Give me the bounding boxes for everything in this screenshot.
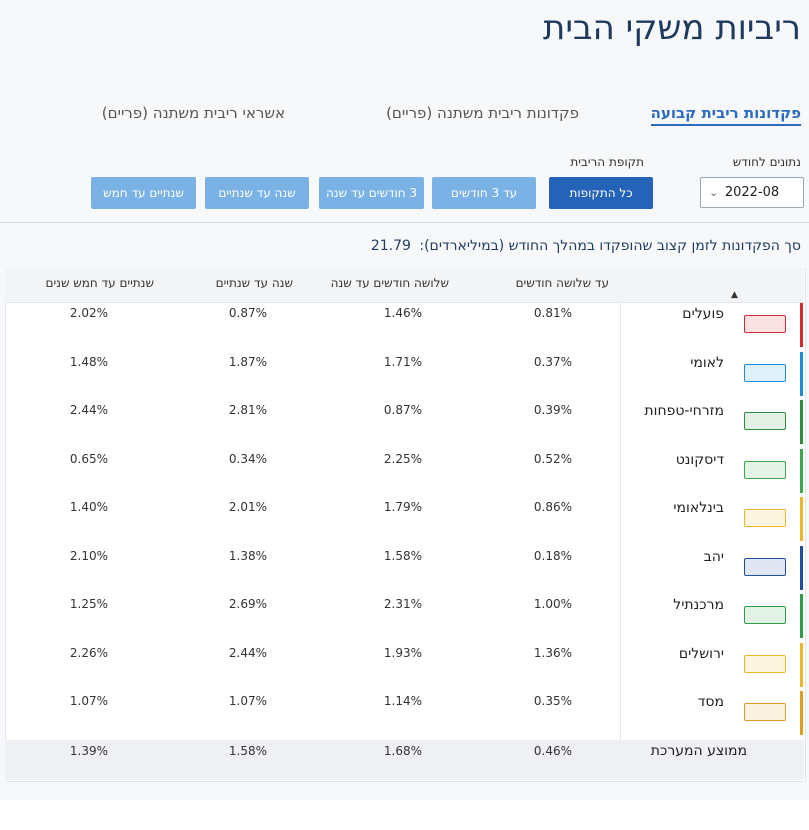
average-row [5,740,804,780]
period-button-up-to-3-months[interactable]: עד 3 חודשים [432,177,536,209]
rate-cell: 1.00% [533,597,572,611]
bank-name: מסד [697,694,724,710]
bank-name: יהב [703,548,724,565]
table-header [5,268,804,303]
bank-color-bar [800,303,803,347]
mercantile-logo-icon [744,606,786,624]
rate-cell: 0.52% [533,451,572,466]
rate-cell: 0.35% [533,694,572,708]
rate-cell: 1.58% [383,548,422,563]
month-select[interactable]: 2022-08 ⌄ [700,177,804,208]
rate-cell: 1.36% [533,645,572,660]
average-label: ממוצע המערכת [650,743,747,759]
bank-color-bar [800,400,803,444]
rate-cell: 0.81% [533,306,572,320]
rate-cell: 0.37% [533,354,572,369]
massad-logo-icon [744,703,786,721]
page-footer [0,800,809,830]
average-value: 1.68% [383,744,422,758]
column-header-year-to-2-years[interactable]: שנה עד שנתיים [215,276,293,290]
rate-cell: 1.87% [228,354,267,369]
rate-cell: 1.07% [228,694,267,708]
rate-cell: 2.25% [383,451,422,466]
bank-name: ירושלים [678,645,724,662]
deposits-summary: סך הפקדונות לזמן קצוב שהופקדו במהלך החוד… [371,238,801,254]
rate-cell: 2.69% [228,597,267,611]
summary-value: 21.79 [370,238,411,254]
section-divider [0,222,809,223]
rate-cell: 1.71% [383,354,422,369]
period-label: תקופת הריבית [570,155,644,169]
period-button-year-to-2-years[interactable]: שנה עד שנתיים [205,177,309,209]
rate-cell: 1.40% [69,500,108,514]
tab-fixed-rate-deposits[interactable]: פקדונות ריבית קבועה [650,104,801,126]
bank-color-bar [800,691,803,735]
bank-leumi-logo-icon [744,363,786,382]
rate-cell: 0.18% [533,548,572,563]
yahav-logo-icon [744,557,786,576]
bank-color-bar [800,497,803,541]
month-label: נתונים לחודש [732,155,801,169]
tab-variable-rate-credit[interactable]: אשראי ריבית משתנה (פריים) [101,104,285,122]
rate-cell: 2.26% [69,645,108,660]
rate-cell: 2.10% [69,548,108,563]
period-button-3-months-to-year[interactable]: 3 חודשים עד שנה [319,177,424,209]
mizrahi-tefahot-logo-icon [744,412,786,430]
rate-cell: 2.02% [69,306,108,320]
average-value: 1.58% [228,744,267,758]
period-button-2-to-5-years[interactable]: שנתיים עד חמש [91,177,196,209]
bank-color-bar [800,351,803,396]
jerusalem-logo-icon [744,654,786,673]
rate-cell: 1.79% [383,500,422,514]
bank-column-border [620,302,621,780]
period-button-all[interactable]: כל התקופות [549,177,653,209]
rate-cell: 2.81% [228,403,267,417]
sort-arrow-icon[interactable]: ▲ [731,290,738,300]
average-value: 1.39% [69,744,108,758]
bank-name: מרכנתיל [673,597,724,613]
bank-color-bar [800,594,803,638]
bank-color-bar [800,448,803,493]
beinleumi-logo-icon [744,509,786,527]
rate-cell: 0.87% [228,306,267,320]
rate-cell: 1.48% [69,354,108,369]
rate-cell: 0.87% [383,403,422,417]
rate-cell: 1.38% [228,548,267,563]
discount-logo-icon [744,460,786,479]
rate-cell: 2.01% [228,500,267,514]
bank-color-bar [800,642,803,687]
bank-hapoalim-logo-icon [744,315,786,333]
tab-variable-rate-deposits[interactable]: פקדונות ריבית משתנה (פריים) [386,104,579,122]
rate-cell: 2.44% [228,645,267,660]
bank-name: לאומי [690,354,724,371]
rate-cell: 2.44% [69,403,108,417]
rate-cell: 1.07% [69,694,108,708]
bank-name: בינלאומי [673,500,724,516]
rate-cell: 0.65% [69,451,108,466]
month-select-value: 2022-08 [724,185,780,200]
bank-color-bar [800,545,803,590]
rate-cell: 2.31% [383,597,422,611]
bank-name: דיסקונט [675,451,724,468]
average-value: 0.46% [533,744,572,758]
column-header-3-months-to-year[interactable]: שלושה חודשים עד שנה [330,276,449,290]
column-header-up-to-3-months[interactable]: עד שלושה חודשים [515,276,609,290]
rate-cell: 1.14% [383,694,422,708]
rates-table [5,268,806,782]
rate-cell: 1.93% [383,645,422,660]
rate-cell: 0.39% [533,403,572,417]
bank-name: מזרחי-טפחות [644,403,724,419]
rate-cell: 0.34% [228,451,267,466]
rate-cell: 1.25% [69,597,108,611]
summary-text: סך הפקדונות לזמן קצוב שהופקדו במהלך החוד… [419,238,801,254]
bank-name: פועלים [682,306,724,322]
rate-cell: 1.46% [383,306,422,320]
rate-cell: 0.86% [533,500,572,514]
column-header-2-to-5-years[interactable]: שנתיים עד חמש שנים [45,276,154,290]
chevron-down-icon: ⌄ [709,186,719,199]
page-title: ריביות משקי הבית [542,8,801,48]
